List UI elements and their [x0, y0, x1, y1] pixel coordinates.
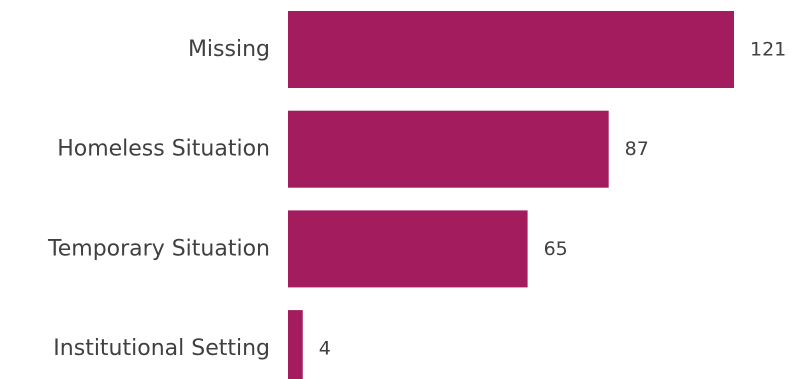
category-label-0: Missing — [188, 37, 270, 62]
category-label-1: Homeless Situation — [57, 137, 270, 162]
bar-1 — [288, 110, 609, 188]
bar-2 — [288, 210, 528, 288]
value-label-1: 87 — [625, 138, 649, 160]
category-label-2: Temporary Situation — [47, 236, 270, 261]
bar-3 — [288, 310, 303, 379]
category-labels: Missing Homeless Situation Temporary Situa… — [47, 37, 270, 361]
value-label-3: 4 — [319, 338, 331, 360]
value-labels: 121 87 65 4 — [319, 39, 787, 360]
bars-group — [288, 11, 734, 379]
category-label-3: Institutional Setting — [53, 336, 270, 361]
value-label-2: 65 — [544, 238, 568, 260]
value-label-0: 121 — [750, 39, 786, 61]
bar-0 — [288, 11, 734, 88]
